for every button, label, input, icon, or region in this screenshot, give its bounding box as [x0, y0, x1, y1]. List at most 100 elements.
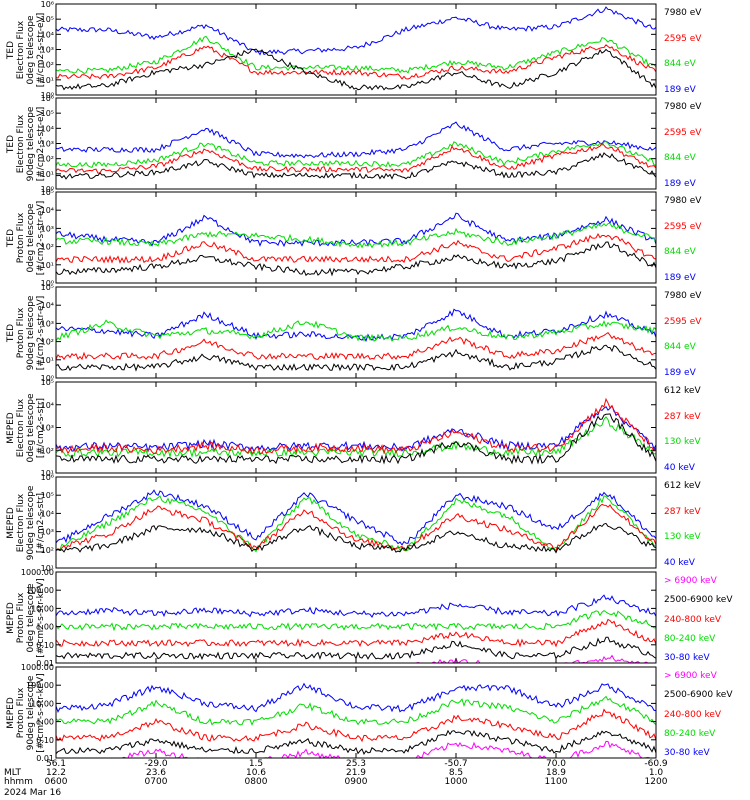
x-tick-label-mlt: 10.6	[245, 768, 267, 778]
y-axis-label-line: [#/cm2-s-str-eV]	[36, 295, 46, 370]
date-label: 2024 Mar 16	[4, 788, 62, 798]
y-tick-label: 10.00	[31, 699, 54, 708]
y-tick-label: 0.01	[36, 659, 54, 668]
series-80-240-kev	[55, 695, 657, 726]
y-axis-label-line: 0deg telescope	[26, 14, 36, 85]
panel-5: 10¹ 10² 10³ 10⁴ 10⁵	[41, 378, 657, 478]
panel-4: 10⁰ 10¹ 10² 10³ 10⁴ 10⁵	[41, 283, 657, 383]
y-axis-label-line: TED	[6, 228, 16, 247]
series-30-80-kev	[55, 682, 657, 714]
x-tick-label-time: 0900	[344, 777, 368, 787]
legend-entry: 7980 eV	[664, 8, 702, 18]
y-axis-label-line: 90deg telescope	[26, 106, 36, 181]
legend-entry: 844 eV	[664, 342, 696, 353]
x-row-label-mlt: MLT	[4, 768, 22, 778]
legend-entry: 2595 eV	[664, 221, 702, 232]
y-tick-label: 10²	[41, 155, 54, 164]
y-tick-label: 10⁴	[41, 401, 54, 410]
x-tick-label-time: 1100	[544, 777, 568, 787]
legend-entry: 30-80 keV	[664, 748, 710, 758]
y-axis-label-line: 90deg telescope	[26, 295, 36, 370]
y-axis-label-7: MEPED Proton Flux 0deg telescope [#/cm2-s-s…	[0, 572, 52, 663]
y-axis-label-5: MEPED Electron Flux 0deg telescope [#/cm2-s…	[0, 382, 52, 473]
legend-entry: 287 keV	[664, 411, 701, 422]
panel-6: 10¹ 10² 10³ 10⁴ 10⁵ 10⁶	[41, 473, 657, 573]
legend-entry: 2595 eV	[664, 33, 702, 44]
y-tick-label: 10⁴	[41, 301, 54, 310]
series-2595-ev	[55, 142, 657, 174]
y-tick-label: 10²	[41, 243, 54, 252]
y-axis-label-line: TED	[6, 134, 16, 153]
series-40-kev	[55, 405, 657, 453]
legend-6: 612 keV 287 keV 130 keV 40 keV	[664, 477, 750, 568]
legend-entry: 80-240 keV	[664, 728, 716, 739]
legend-entry: 7980 eV	[664, 291, 702, 301]
y-tick-label: 10⁵	[41, 283, 54, 292]
y-axis-label-6: MEPED Electron Flux 90deg telescope [#/cm2-…	[0, 477, 52, 568]
series-2595-ev	[55, 44, 657, 80]
y-tick-label: 10⁶	[41, 473, 54, 482]
y-tick-label: 10⁵	[41, 378, 54, 387]
y-tick-label: 10¹	[41, 170, 54, 179]
legend-entry: 189 eV	[664, 179, 696, 189]
y-tick-label: 10³	[41, 140, 54, 149]
legend-entry: > 6900 keV	[664, 671, 717, 681]
legend-entry: 612 keV	[664, 386, 701, 396]
y-tick-label: 10¹	[41, 261, 54, 270]
series-287-kev	[55, 397, 657, 455]
series-7980-ev	[55, 344, 657, 372]
y-tick-label: 10⁰	[41, 279, 54, 288]
legend-entry: 130 keV	[664, 532, 701, 543]
y-tick-label: 10²	[41, 446, 54, 455]
y-axis-label-line: 90deg telescope	[26, 485, 36, 560]
y-tick-label: 10⁴	[41, 124, 54, 133]
legend-entry: 844 eV	[664, 59, 696, 70]
x-row-label-hhmm: hhmm	[4, 777, 33, 787]
x-tick-label-lat: 56.1	[45, 759, 67, 769]
legend-entry: 240-800 keV	[664, 614, 722, 625]
legend-2: 7980 eV 2595 eV 844 eV 189 eV	[664, 98, 750, 189]
y-tick-label: 10⁴	[41, 206, 54, 215]
y-tick-label: 0.10	[36, 736, 54, 745]
y-tick-label: 10²	[41, 546, 54, 555]
y-tick-label: 10⁴	[41, 30, 54, 39]
series-7980-ev	[55, 48, 657, 91]
y-tick-label: 10⁰	[41, 185, 54, 194]
y-tick-label: 10²	[41, 338, 54, 347]
legend-entry: 130 keV	[664, 437, 701, 448]
y-axis-label-8: MEPED Proton Flux 90deg telescope [#/cm2-s-…	[0, 667, 52, 758]
x-tick-label-mlt: 21.9	[345, 768, 367, 778]
y-tick-label: 10¹	[41, 564, 54, 573]
series-612-kev	[55, 522, 657, 554]
series-30-80-kev	[55, 594, 657, 618]
y-tick-label: 0.10	[36, 641, 54, 650]
x-tick-label-lat: -29.0	[144, 759, 168, 769]
x-axis-labels: MLT hhmm 56.1 12.2 0600 -29.0 23.6 0700 1.5 10.…	[0, 756, 750, 800]
y-axis-label-line: 0deg telescope	[26, 392, 36, 463]
x-tick-label-mlt: 8.5	[448, 768, 464, 778]
legend-entry: 189 eV	[664, 368, 696, 378]
x-tick-label-lat: 1.5	[248, 759, 264, 769]
legend-entry: 189 eV	[664, 85, 696, 95]
y-axis-label-line: Proton Flux	[16, 687, 26, 738]
y-axis-label-line: [#/cm2-s-str-eV]	[36, 12, 46, 87]
x-tick-label-time: 0700	[144, 777, 168, 787]
x-tick-label-time: 0600	[44, 777, 68, 787]
panel-1: 10⁰ 10¹ 10² 10³ 10⁴ 10⁵ 10⁶	[41, 0, 657, 100]
legend-5: 612 keV 287 keV 130 keV 40 keV	[664, 382, 750, 473]
legend-entry: 40 keV	[664, 558, 695, 568]
y-tick-label: 10¹	[41, 356, 54, 365]
legend-entry: 7980 eV	[664, 196, 702, 206]
y-axis-label-line: [#/cm2-s-str-keV]	[36, 672, 46, 753]
y-tick-label: 10⁶	[41, 94, 54, 103]
y-tick-label: 10⁵	[41, 188, 54, 197]
series-2595-ev	[55, 332, 657, 361]
x-tick-label-time: 0800	[244, 777, 268, 787]
y-tick-label: 10¹	[41, 469, 54, 478]
x-tick-label-mlt: 12.2	[45, 768, 67, 778]
y-tick-label: 10⁵	[41, 491, 54, 500]
y-tick-label: 10³	[41, 46, 54, 55]
legend-entry: 612 keV	[664, 481, 701, 491]
y-axis-label-line: MEPED	[6, 696, 16, 729]
